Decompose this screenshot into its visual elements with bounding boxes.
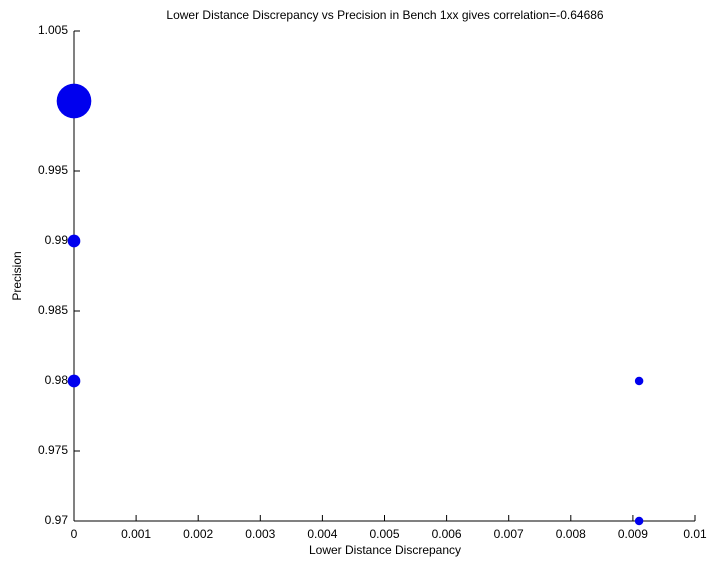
point [634,516,644,526]
y-axis-label: Precision [10,251,24,300]
x-tick-label: 0.007 [494,527,524,541]
y-tick-label: 0.97 [45,513,69,527]
x-tick-label: 0.004 [307,527,337,541]
x-tick-label: 0.009 [618,527,648,541]
point [67,234,81,248]
point [56,83,92,119]
x-tick-label: 0.002 [183,527,213,541]
y-tick-label: 0.98 [45,373,69,387]
x-tick-label: 0.001 [121,527,151,541]
x-tick-label: 0.008 [556,527,586,541]
y-tick-label: 0.995 [38,163,68,177]
y-tick-label: 0.985 [38,303,68,317]
x-tick-label: 0 [71,527,78,541]
x-axis-label: Lower Distance Discrepancy [309,543,461,557]
point [67,374,81,388]
y-tick-label: 1.005 [38,23,68,37]
y-tick-label: 0.99 [45,233,69,247]
y-tick-label: 0.975 [38,443,68,457]
x-tick-label: 0.003 [245,527,275,541]
point [634,376,644,386]
x-tick-label: 0.005 [369,527,399,541]
x-tick-label: 0.006 [432,527,462,541]
x-tick-label: 0.01 [683,527,707,541]
chart-title: Lower Distance Discrepancy vs Precision … [166,8,604,22]
